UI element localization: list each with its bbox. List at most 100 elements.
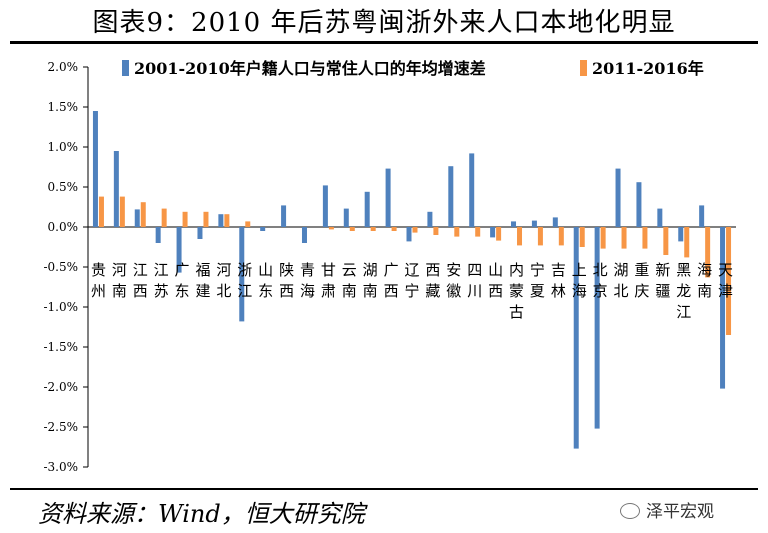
legend-label: 2001-2010年户籍人口与常住人口的年均增速差 — [134, 59, 486, 78]
bar-chart: 2.0% 1.5% 1.0% 0.5% 0.0% -0.5% -1.0% -1.5% -2.0%… — [43, 59, 736, 474]
x-tick-label: 甘肃 — [321, 261, 336, 300]
watermark-text: 泽平宏观 — [646, 502, 714, 522]
bar-2001-2010 — [573, 227, 579, 449]
bar-2011-2016 — [642, 227, 648, 249]
bar-2011-2016 — [537, 227, 543, 246]
y-tick-label: 1.5% — [48, 100, 79, 114]
x-tick-label: 云南 — [342, 261, 357, 300]
bar-2011-2016 — [433, 227, 439, 235]
x-tick-label: 天津 — [718, 261, 733, 300]
page-title: 图表9：2010 年后苏粤闽浙外来人口本地化明显 — [92, 8, 676, 38]
x-axis-labels: 贵州河南江西江苏广东福建河北浙江山东陕西青海甘肃云南湖南广西辽宁西藏安徽四川山西… — [91, 261, 733, 321]
x-tick-label: 上海 — [572, 261, 587, 300]
bar-2011-2016 — [119, 196, 125, 227]
bar-2011-2016 — [140, 202, 146, 227]
bar-2011-2016 — [621, 227, 627, 249]
bar-2011-2016 — [349, 227, 355, 231]
legend-label: 2011-2016年 — [592, 59, 704, 78]
bar-2001-2010 — [385, 168, 391, 227]
y-tick-label: 0.5% — [48, 180, 79, 194]
x-tick-label: 青海 — [300, 261, 315, 300]
bar-2001-2010 — [322, 185, 328, 227]
x-tick-label: 内蒙古 — [509, 261, 524, 321]
bar-2011-2016 — [224, 214, 230, 227]
bar-2001-2010 — [113, 151, 119, 227]
bar-2001-2010 — [197, 227, 203, 239]
bar-2001-2010 — [343, 208, 349, 227]
bar-2011-2016 — [412, 227, 418, 233]
bar-2001-2010 — [92, 111, 98, 227]
x-tick-label: 山东 — [258, 261, 273, 300]
footer-divider — [10, 488, 758, 490]
x-tick-label: 江苏 — [154, 261, 169, 300]
bar-2011-2016 — [182, 211, 188, 227]
x-tick-label: 宁夏 — [530, 261, 545, 300]
bar-2001-2010 — [636, 182, 642, 227]
bar-2001-2010 — [427, 211, 433, 227]
bar-2011-2016 — [705, 227, 711, 278]
bar-2011-2016 — [517, 227, 523, 246]
x-tick-label: 山西 — [488, 261, 503, 300]
bar-2001-2010 — [260, 227, 266, 231]
legend-swatch — [122, 60, 129, 76]
y-tick-label: 2.0% — [48, 60, 79, 74]
bar-2001-2010 — [134, 209, 140, 227]
x-tick-label: 北京 — [593, 261, 608, 300]
x-tick-label: 海南 — [697, 261, 712, 300]
x-tick-label: 重庆 — [634, 261, 649, 300]
bar-2001-2010 — [281, 205, 287, 227]
bar-2011-2016 — [454, 227, 460, 237]
bar-2011-2016 — [203, 211, 209, 227]
x-tick-label: 新疆 — [655, 261, 670, 300]
x-tick-label: 西藏 — [425, 261, 440, 300]
bar-2011-2016 — [370, 227, 376, 231]
bar-2001-2010 — [176, 227, 182, 273]
x-tick-label: 河北 — [216, 261, 231, 300]
bar-2001-2010 — [406, 227, 412, 242]
x-tick-label: 广西 — [384, 261, 399, 300]
bar-2001-2010 — [448, 166, 454, 227]
x-tick-label: 四川 — [467, 261, 482, 300]
x-tick-label: 吉林 — [551, 261, 566, 300]
wechat-icon — [620, 503, 640, 519]
bar-2011-2016 — [328, 227, 334, 230]
x-tick-label: 浙江 — [237, 261, 252, 300]
bar-2001-2010 — [511, 221, 517, 227]
bar-2001-2010 — [720, 227, 726, 389]
x-tick-label: 贵州 — [91, 261, 106, 300]
x-tick-label: 河南 — [112, 261, 127, 300]
watermark: 泽平宏观 — [620, 497, 714, 522]
bar-2001-2010 — [218, 214, 224, 227]
x-tick-label: 广东 — [175, 261, 190, 300]
y-tick-label: 1.0% — [48, 140, 79, 154]
bar-2001-2010 — [615, 168, 621, 227]
y-tick-label: -0.5% — [43, 260, 78, 274]
bar-2011-2016 — [579, 227, 585, 247]
bar-2001-2010 — [155, 227, 161, 243]
bar-2011-2016 — [726, 227, 732, 335]
bar-2001-2010 — [699, 205, 705, 227]
title-divider — [10, 41, 758, 44]
x-tick-label: 辽宁 — [404, 261, 419, 300]
x-tick-label: 江西 — [133, 261, 148, 300]
bar-2001-2010 — [531, 220, 537, 227]
bar-2001-2010 — [301, 227, 307, 243]
bar-2001-2010 — [552, 217, 558, 227]
y-tick-label: 0.0% — [48, 220, 79, 234]
source-note: 资料来源：Wind，恒大研究院 — [38, 500, 365, 528]
x-tick-label: 安徽 — [446, 261, 461, 300]
y-tick-label: -3.0% — [43, 460, 78, 474]
bar-2001-2010 — [678, 227, 684, 242]
bar-2011-2016 — [663, 227, 669, 255]
x-tick-label: 黑龙江 — [676, 261, 691, 321]
bar-2001-2010 — [657, 208, 663, 227]
bar-2001-2010 — [364, 191, 370, 227]
bar-2001-2010 — [239, 227, 245, 322]
bar-series-group — [92, 111, 732, 449]
y-axis: 2.0% 1.5% 1.0% 0.5% 0.0% -0.5% -1.0% -1.5% -2.0%… — [43, 60, 736, 474]
x-tick-label: 福建 — [195, 261, 210, 300]
bar-2001-2010 — [490, 227, 496, 238]
bar-2011-2016 — [391, 227, 397, 231]
bar-2011-2016 — [98, 196, 104, 227]
x-tick-label: 湖南 — [363, 261, 378, 300]
